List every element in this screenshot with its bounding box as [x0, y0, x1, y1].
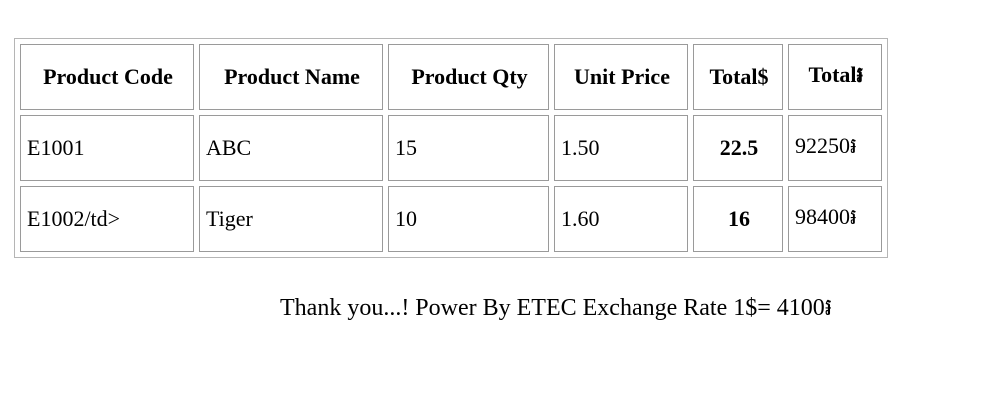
cell-unit-price: 1.60	[554, 186, 688, 252]
cell-total-riel: 98400៛	[788, 186, 882, 252]
header-total-usd: Total$	[693, 44, 783, 110]
cell-product-code: E1002/td>	[20, 186, 194, 252]
cell-total-riel: 92250៛	[788, 115, 882, 181]
cell-product-code: E1001	[20, 115, 194, 181]
cell-product-name: Tiger	[199, 186, 383, 252]
header-total-riel: Total៛	[788, 44, 882, 110]
footer-message: Thank you...! Power By ETEC Exchange Rat…	[280, 295, 833, 321]
cell-product-name: ABC	[199, 115, 383, 181]
header-product-code: Product Code	[20, 44, 194, 110]
cell-total-usd: 16	[693, 186, 783, 252]
header-product-name: Product Name	[199, 44, 383, 110]
header-product-qty: Product Qty	[388, 44, 549, 110]
table-row: E1001 ABC 15 1.50 22.5 92250៛	[20, 115, 882, 181]
table-header-row: Product Code Product Name Product Qty Un…	[20, 44, 882, 110]
cell-product-qty: 10	[388, 186, 549, 252]
products-table: Product Code Product Name Product Qty Un…	[14, 38, 888, 258]
table-row: E1002/td> Tiger 10 1.60 16 98400៛	[20, 186, 882, 252]
cell-total-usd: 22.5	[693, 115, 783, 181]
header-unit-price: Unit Price	[554, 44, 688, 110]
cell-product-qty: 15	[388, 115, 549, 181]
cell-unit-price: 1.50	[554, 115, 688, 181]
